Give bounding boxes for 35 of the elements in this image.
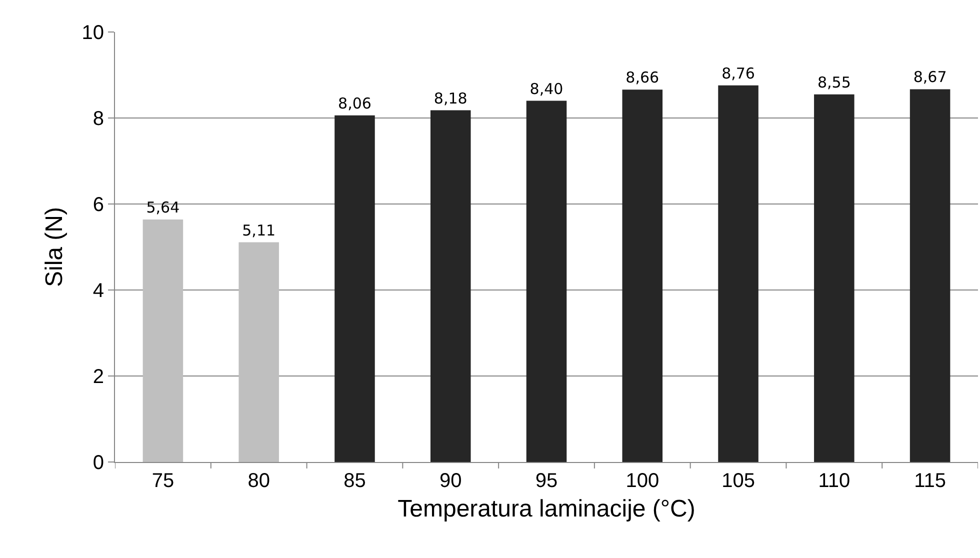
data-label: 5,64 — [146, 198, 180, 216]
bar — [142, 219, 184, 462]
y-tick-label: 0 — [92, 452, 104, 474]
x-tick-label: 80 — [248, 470, 270, 492]
bar — [526, 100, 567, 462]
bar — [910, 89, 950, 462]
bar — [430, 110, 471, 462]
x-tick-label: 105 — [722, 470, 755, 492]
data-label: 8,40 — [530, 80, 564, 98]
data-label: 8,18 — [434, 89, 468, 108]
y-tick-label: 8 — [92, 108, 104, 130]
y-axis-title: Sila (N) — [40, 206, 68, 288]
x-tick-label: 75 — [152, 470, 174, 492]
bar — [334, 115, 375, 462]
x-tick-label: 110 — [818, 470, 850, 492]
data-label: 5,11 — [242, 221, 276, 240]
data-label: 8,76 — [722, 64, 755, 82]
x-tick-label: 100 — [626, 470, 660, 492]
data-label: 8,66 — [626, 68, 660, 87]
x-tick-label: 115 — [914, 470, 946, 492]
x-tick-label: 90 — [439, 470, 462, 492]
x-tick-label: 95 — [535, 470, 558, 492]
y-tick-label: 4 — [92, 280, 104, 302]
data-label: 8,55 — [817, 73, 851, 92]
bar — [622, 90, 663, 462]
x-tick-label: 85 — [344, 470, 366, 492]
y-tick-label: 10 — [82, 22, 104, 44]
y-tick-label: 2 — [92, 366, 104, 388]
bar — [814, 94, 854, 462]
data-label: 8,67 — [913, 68, 947, 86]
data-label: 8,06 — [338, 94, 372, 112]
x-axis-title: Temperatura laminacije (°C) — [398, 495, 696, 522]
bar — [238, 242, 279, 462]
bar — [718, 85, 758, 462]
y-tick-label: 6 — [92, 194, 104, 216]
